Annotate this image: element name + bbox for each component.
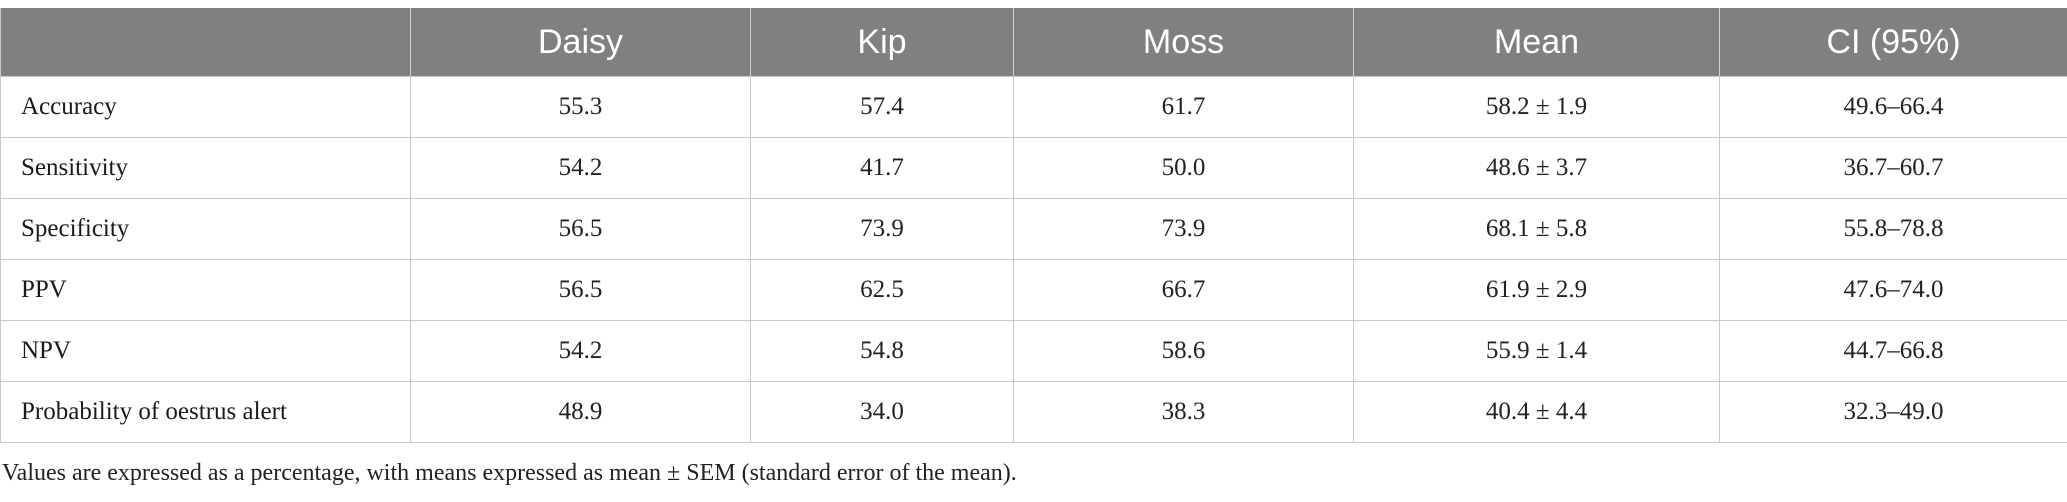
table-cell: 58.2 ± 1.9 — [1353, 76, 1720, 138]
table-header: Daisy Kip Moss Mean CI (95%) — [0, 8, 2067, 77]
table-cell: 68.1 ± 5.8 — [1353, 198, 1720, 260]
table-cell: 62.5 — [750, 259, 1014, 321]
table-cell: 44.7–66.8 — [1719, 320, 2067, 382]
table-cell: 61.9 ± 2.9 — [1353, 259, 1720, 321]
table-cell: 55.8–78.8 — [1719, 198, 2067, 260]
table-footnote: Values are expressed as a percentage, wi… — [2, 460, 1017, 486]
table-cell: 54.2 — [410, 320, 751, 382]
table-cell: 36.7–60.7 — [1719, 137, 2067, 199]
table-cell: 54.8 — [750, 320, 1014, 382]
table-cell: 47.6–74.0 — [1719, 259, 2067, 321]
table-cell: 58.6 — [1013, 320, 1354, 382]
row-label: Probability of oestrus alert — [0, 381, 411, 443]
header-row: Daisy Kip Moss Mean CI (95%) — [0, 8, 2067, 77]
table-cell: 49.6–66.4 — [1719, 76, 2067, 138]
table-row: Sensitivity 54.2 41.7 50.0 48.6 ± 3.7 36… — [0, 137, 2067, 199]
header-cell-mean: Mean — [1353, 8, 1720, 77]
table-cell: 61.7 — [1013, 76, 1354, 138]
table-cell: 66.7 — [1013, 259, 1354, 321]
table-row: Probability of oestrus alert 48.9 34.0 3… — [0, 381, 2067, 443]
table-row: NPV 54.2 54.8 58.6 55.9 ± 1.4 44.7–66.8 — [0, 320, 2067, 382]
table-cell: 57.4 — [750, 76, 1014, 138]
table-cell: 48.6 ± 3.7 — [1353, 137, 1720, 199]
table-cell: 73.9 — [1013, 198, 1354, 260]
table-cell: 56.5 — [410, 259, 751, 321]
table-cell: 55.3 — [410, 76, 751, 138]
table-cell: 41.7 — [750, 137, 1014, 199]
table-cell: 50.0 — [1013, 137, 1354, 199]
header-cell-daisy: Daisy — [410, 8, 751, 77]
table-cell: 73.9 — [750, 198, 1014, 260]
header-cell-empty — [0, 8, 411, 77]
header-cell-ci: CI (95%) — [1719, 8, 2067, 77]
row-label: Accuracy — [0, 76, 411, 138]
table-row: Specificity 56.5 73.9 73.9 68.1 ± 5.8 55… — [0, 198, 2067, 260]
table-cell: 55.9 ± 1.4 — [1353, 320, 1720, 382]
table-cell: 40.4 ± 4.4 — [1353, 381, 1720, 443]
results-table-container: Daisy Kip Moss Mean CI (95%) Accuracy 55… — [0, 8, 2067, 443]
row-label: Specificity — [0, 198, 411, 260]
header-cell-kip: Kip — [750, 8, 1014, 77]
row-label: Sensitivity — [0, 137, 411, 199]
row-label: NPV — [0, 320, 411, 382]
table-cell: 48.9 — [410, 381, 751, 443]
table-row: PPV 56.5 62.5 66.7 61.9 ± 2.9 47.6–74.0 — [0, 259, 2067, 321]
table-cell: 38.3 — [1013, 381, 1354, 443]
table-row: Accuracy 55.3 57.4 61.7 58.2 ± 1.9 49.6–… — [0, 76, 2067, 138]
table-cell: 32.3–49.0 — [1719, 381, 2067, 443]
table-cell: 54.2 — [410, 137, 751, 199]
header-cell-moss: Moss — [1013, 8, 1354, 77]
results-table: Daisy Kip Moss Mean CI (95%) Accuracy 55… — [0, 8, 2067, 443]
table-cell: 56.5 — [410, 198, 751, 260]
table-body: Accuracy 55.3 57.4 61.7 58.2 ± 1.9 49.6–… — [0, 76, 2067, 443]
row-label: PPV — [0, 259, 411, 321]
table-cell: 34.0 — [750, 381, 1014, 443]
